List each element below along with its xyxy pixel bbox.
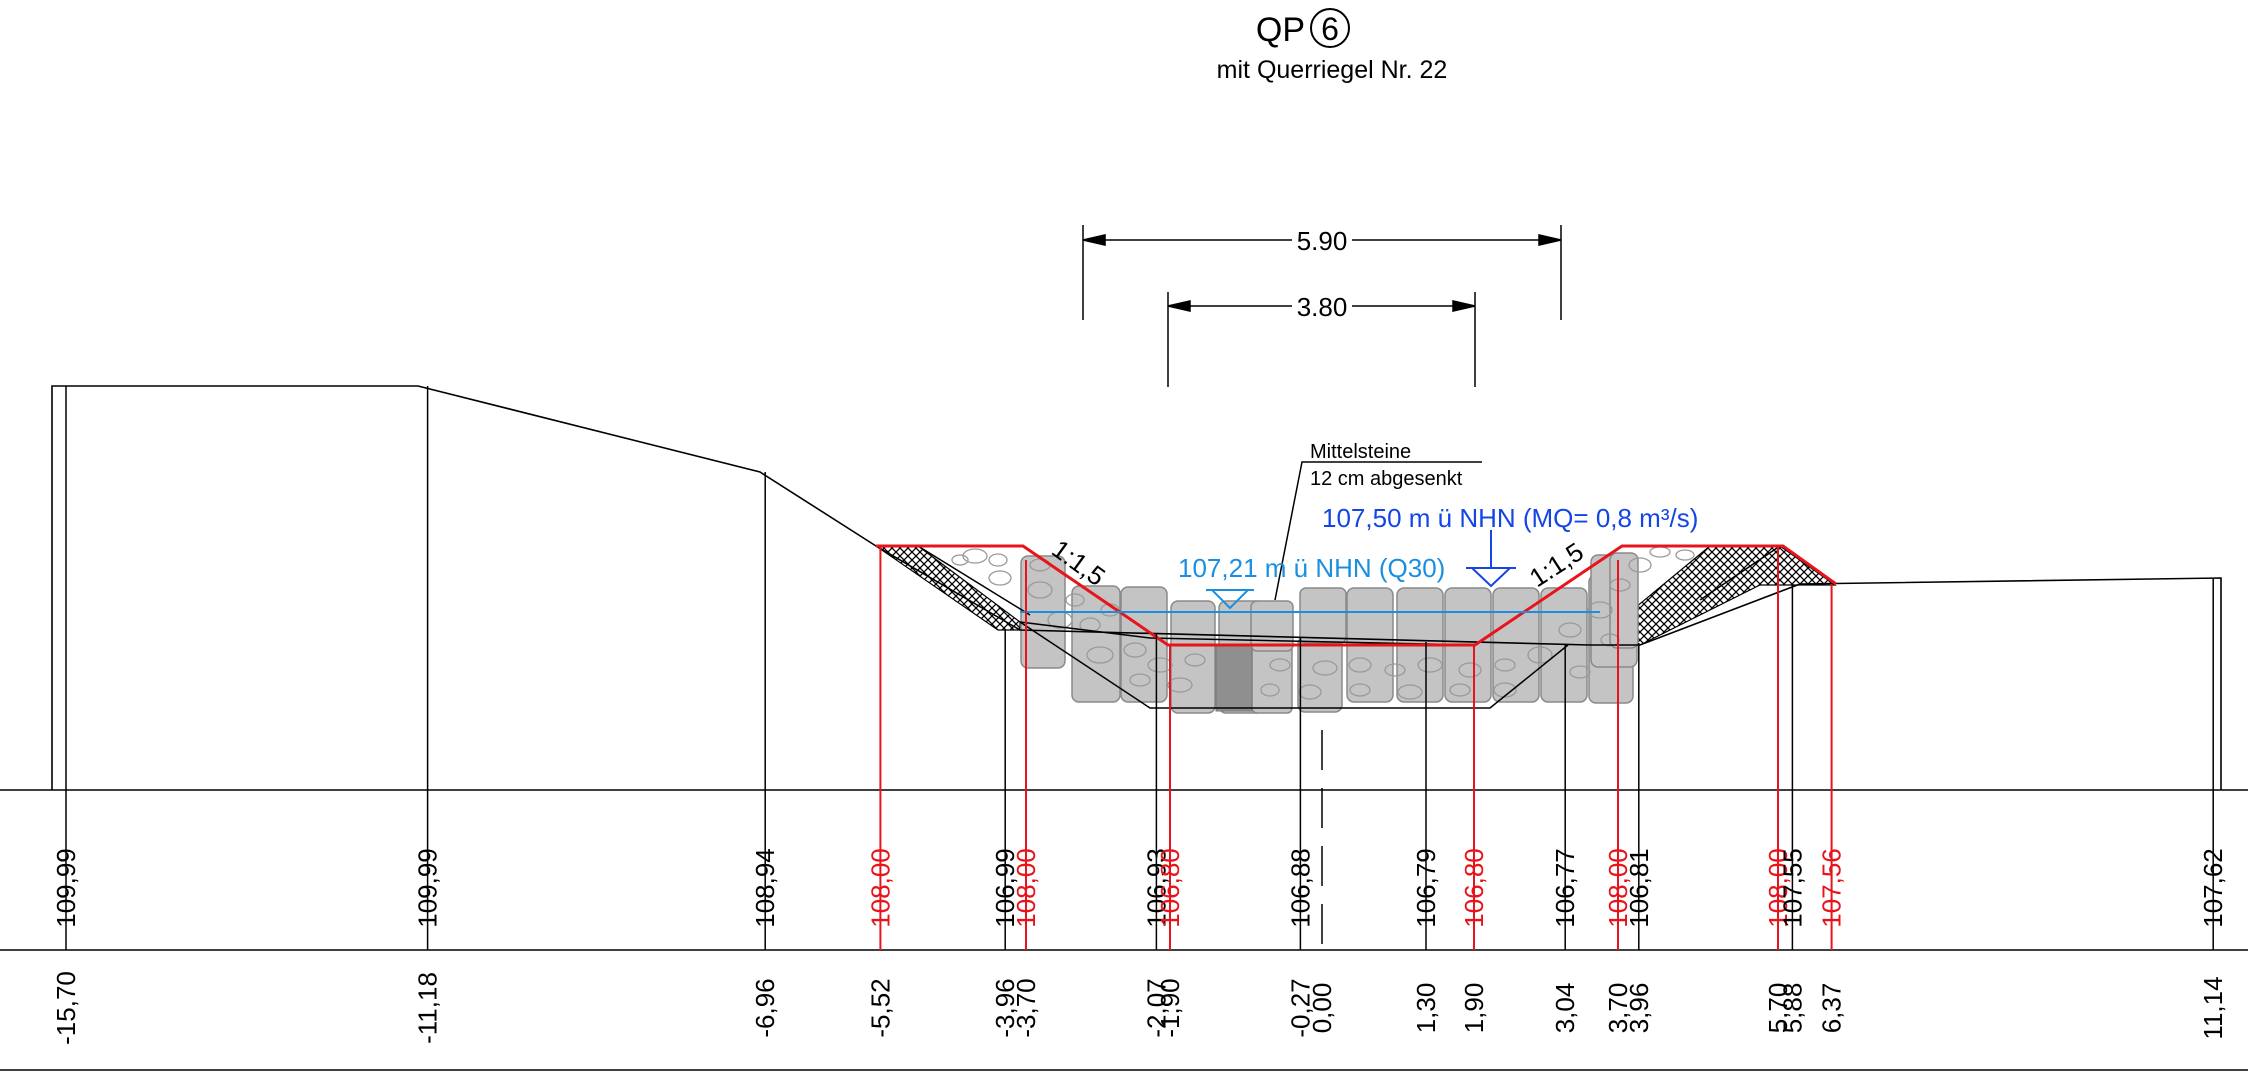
station-elevation-label: 107,62 [2198, 848, 2228, 928]
station-elevation-label: 107,56 [1817, 848, 1847, 928]
station-distance-label: -2,07 [1141, 978, 1171, 1037]
water-marker-mq [1466, 530, 1516, 588]
water-label-q30: 107,21 m ü NHN (Q30) [1178, 553, 1445, 583]
slope-label-right: 1:1,5 [1524, 536, 1589, 593]
station-elevation-label: 106,79 [1411, 848, 1441, 928]
water-label-mq: 107,50 m ü NHN (MQ= 0,8 m³/s) [1322, 503, 1698, 533]
callout-line-1: Mittelsteine [1310, 441, 1411, 463]
station-elevation-label: 106,81 [1624, 848, 1654, 928]
station-elevation-label: 108,94 [750, 848, 780, 928]
station-distance-label: 11,14 [2198, 976, 2228, 1039]
station-elevation-label: 106,77 [1550, 848, 1580, 928]
station-elevation-label: 106,88 [1285, 848, 1315, 928]
station-distance-label: 3,96 [1624, 983, 1654, 1034]
station-distance-label: 3,04 [1550, 983, 1580, 1034]
callout-leader [1274, 461, 1482, 601]
dimension-inner [1167, 292, 1476, 387]
dimension-outer-label: 5.90 [1297, 226, 1348, 256]
station-distance-label: 0,00 [1307, 983, 1337, 1034]
title-subtitle: mit Querriegel Nr. 22 [1217, 56, 1448, 84]
station-distance-label: 3,70 [1603, 983, 1633, 1034]
station-distance-label: 1,90 [1459, 983, 1489, 1034]
title-prefix: QP [1256, 11, 1305, 49]
station-distance-label: -5,52 [865, 978, 895, 1037]
callout-line-2: 12 cm abgesenkt [1310, 468, 1463, 490]
title-block: QP 6 mit Querriegel Nr. 22 [1217, 8, 1448, 84]
station-elevation-label: 106,80 [1459, 848, 1489, 928]
station-distance-label: -15,70 [51, 971, 81, 1045]
station-distance-label: -3,96 [990, 978, 1020, 1037]
station-elevation-label: 108,00 [1011, 848, 1041, 928]
station-distance-label: -6,96 [750, 978, 780, 1037]
station-elevation-label: 109,99 [413, 848, 443, 928]
table-frame [0, 789, 2248, 1071]
station-distance-label: 5,70 [1763, 983, 1793, 1034]
station-distance-label: 5,88 [1777, 983, 1807, 1034]
station-distance-label: -0,27 [1285, 978, 1315, 1037]
station-elevation-label: 107,55 [1777, 848, 1807, 928]
station-distance-label: -11,18 [413, 972, 443, 1044]
station-distance-label: -1,90 [1155, 978, 1185, 1037]
station-elevation-label: 108,00 [865, 848, 895, 928]
title-number: 6 [1321, 11, 1339, 47]
existing-ground-line [51, 385, 2222, 790]
station-elevation-label: 108,00 [1603, 848, 1633, 928]
station-distance-label: 6,37 [1817, 983, 1847, 1034]
water-marker-q30 [1206, 589, 1254, 610]
station-elevation-label: 106,80 [1155, 848, 1185, 928]
station-elevation-label: 106,99 [990, 848, 1020, 928]
station-columns: 109,99 -15,70 109,99 -11,18 108,94 -6,96 108,0… [51, 386, 2228, 1045]
station-elevation-label: 109,99 [51, 848, 81, 928]
station-elevation-label: 108,00 [1763, 848, 1793, 928]
dimension-inner-label: 3.80 [1297, 292, 1348, 322]
station-distance-label: -3,70 [1011, 978, 1041, 1037]
title-number-circle [1310, 8, 1350, 48]
station-elevation-label: 106,93 [1141, 848, 1171, 928]
center-stone [1215, 644, 1253, 712]
dimension-outer [1082, 225, 1562, 320]
station-distance-label: 1,30 [1411, 983, 1441, 1034]
